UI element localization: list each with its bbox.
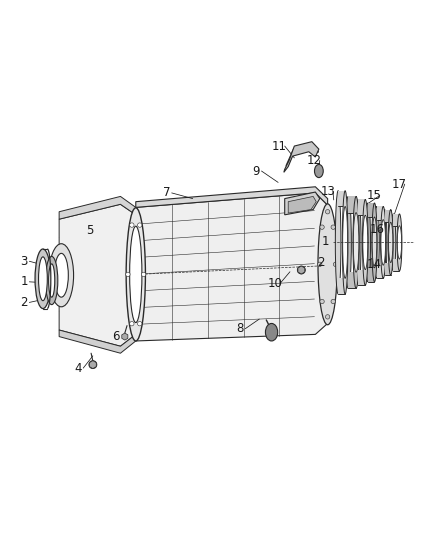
- Ellipse shape: [365, 203, 371, 282]
- Polygon shape: [338, 191, 345, 206]
- Polygon shape: [393, 259, 399, 271]
- Polygon shape: [136, 193, 328, 341]
- Ellipse shape: [130, 226, 142, 322]
- Circle shape: [325, 314, 330, 319]
- Polygon shape: [298, 266, 305, 274]
- Polygon shape: [348, 272, 356, 288]
- Ellipse shape: [353, 213, 359, 272]
- Ellipse shape: [353, 197, 359, 288]
- Ellipse shape: [381, 220, 385, 265]
- Polygon shape: [385, 209, 391, 222]
- Ellipse shape: [54, 253, 68, 297]
- Circle shape: [138, 321, 142, 326]
- Text: 1: 1: [20, 276, 28, 288]
- Text: 2: 2: [20, 296, 28, 309]
- Ellipse shape: [388, 209, 393, 275]
- Polygon shape: [89, 361, 96, 368]
- Circle shape: [333, 262, 338, 266]
- Text: 8: 8: [237, 322, 244, 335]
- Ellipse shape: [382, 209, 387, 275]
- Circle shape: [325, 209, 330, 214]
- Ellipse shape: [46, 256, 58, 304]
- Circle shape: [320, 300, 324, 304]
- Polygon shape: [358, 199, 365, 215]
- Circle shape: [297, 266, 305, 274]
- Ellipse shape: [381, 206, 386, 278]
- Circle shape: [126, 272, 130, 277]
- Circle shape: [89, 361, 97, 368]
- Ellipse shape: [391, 214, 396, 271]
- Polygon shape: [393, 214, 399, 226]
- Polygon shape: [136, 187, 328, 207]
- Polygon shape: [348, 197, 356, 213]
- Ellipse shape: [126, 208, 145, 341]
- Text: 11: 11: [272, 140, 287, 152]
- Text: 1: 1: [321, 235, 329, 248]
- Text: 9: 9: [252, 165, 260, 177]
- Circle shape: [331, 225, 336, 229]
- Ellipse shape: [318, 204, 337, 325]
- Ellipse shape: [265, 324, 278, 341]
- Polygon shape: [288, 197, 316, 213]
- Polygon shape: [122, 333, 128, 340]
- Text: 12: 12: [307, 154, 322, 167]
- Ellipse shape: [343, 206, 348, 278]
- Ellipse shape: [372, 203, 377, 282]
- Circle shape: [138, 223, 142, 227]
- Polygon shape: [368, 203, 374, 217]
- Polygon shape: [284, 142, 319, 172]
- Ellipse shape: [397, 214, 402, 271]
- Text: 5: 5: [86, 224, 93, 237]
- Text: 2: 2: [317, 256, 325, 270]
- Ellipse shape: [345, 197, 351, 288]
- Polygon shape: [385, 263, 391, 275]
- Polygon shape: [59, 197, 136, 219]
- Ellipse shape: [389, 222, 393, 263]
- Ellipse shape: [363, 199, 368, 285]
- Polygon shape: [59, 330, 136, 353]
- Text: 10: 10: [268, 277, 283, 289]
- Ellipse shape: [372, 217, 377, 268]
- Circle shape: [320, 225, 324, 229]
- Text: 4: 4: [74, 361, 82, 375]
- Ellipse shape: [35, 249, 51, 309]
- Text: 7: 7: [162, 187, 170, 199]
- Ellipse shape: [397, 226, 402, 259]
- Ellipse shape: [336, 191, 341, 294]
- Ellipse shape: [374, 206, 379, 278]
- Ellipse shape: [343, 191, 348, 294]
- Ellipse shape: [356, 199, 361, 285]
- Polygon shape: [368, 268, 374, 282]
- Text: 6: 6: [112, 330, 120, 343]
- Text: 15: 15: [367, 189, 382, 202]
- Ellipse shape: [49, 244, 74, 307]
- Text: 13: 13: [320, 184, 335, 198]
- Polygon shape: [338, 278, 345, 294]
- Polygon shape: [377, 265, 383, 278]
- Text: 16: 16: [370, 223, 385, 236]
- Text: 14: 14: [367, 258, 382, 271]
- Circle shape: [130, 223, 134, 227]
- Ellipse shape: [39, 257, 47, 301]
- Circle shape: [331, 300, 336, 304]
- Circle shape: [318, 262, 322, 266]
- Ellipse shape: [49, 264, 55, 297]
- Polygon shape: [59, 204, 136, 346]
- Ellipse shape: [314, 165, 323, 177]
- Polygon shape: [285, 192, 320, 215]
- Circle shape: [141, 272, 146, 277]
- Polygon shape: [377, 206, 383, 220]
- Text: 17: 17: [392, 177, 407, 191]
- Text: 3: 3: [21, 255, 28, 268]
- Polygon shape: [358, 270, 365, 285]
- Ellipse shape: [363, 215, 368, 270]
- Circle shape: [130, 321, 134, 326]
